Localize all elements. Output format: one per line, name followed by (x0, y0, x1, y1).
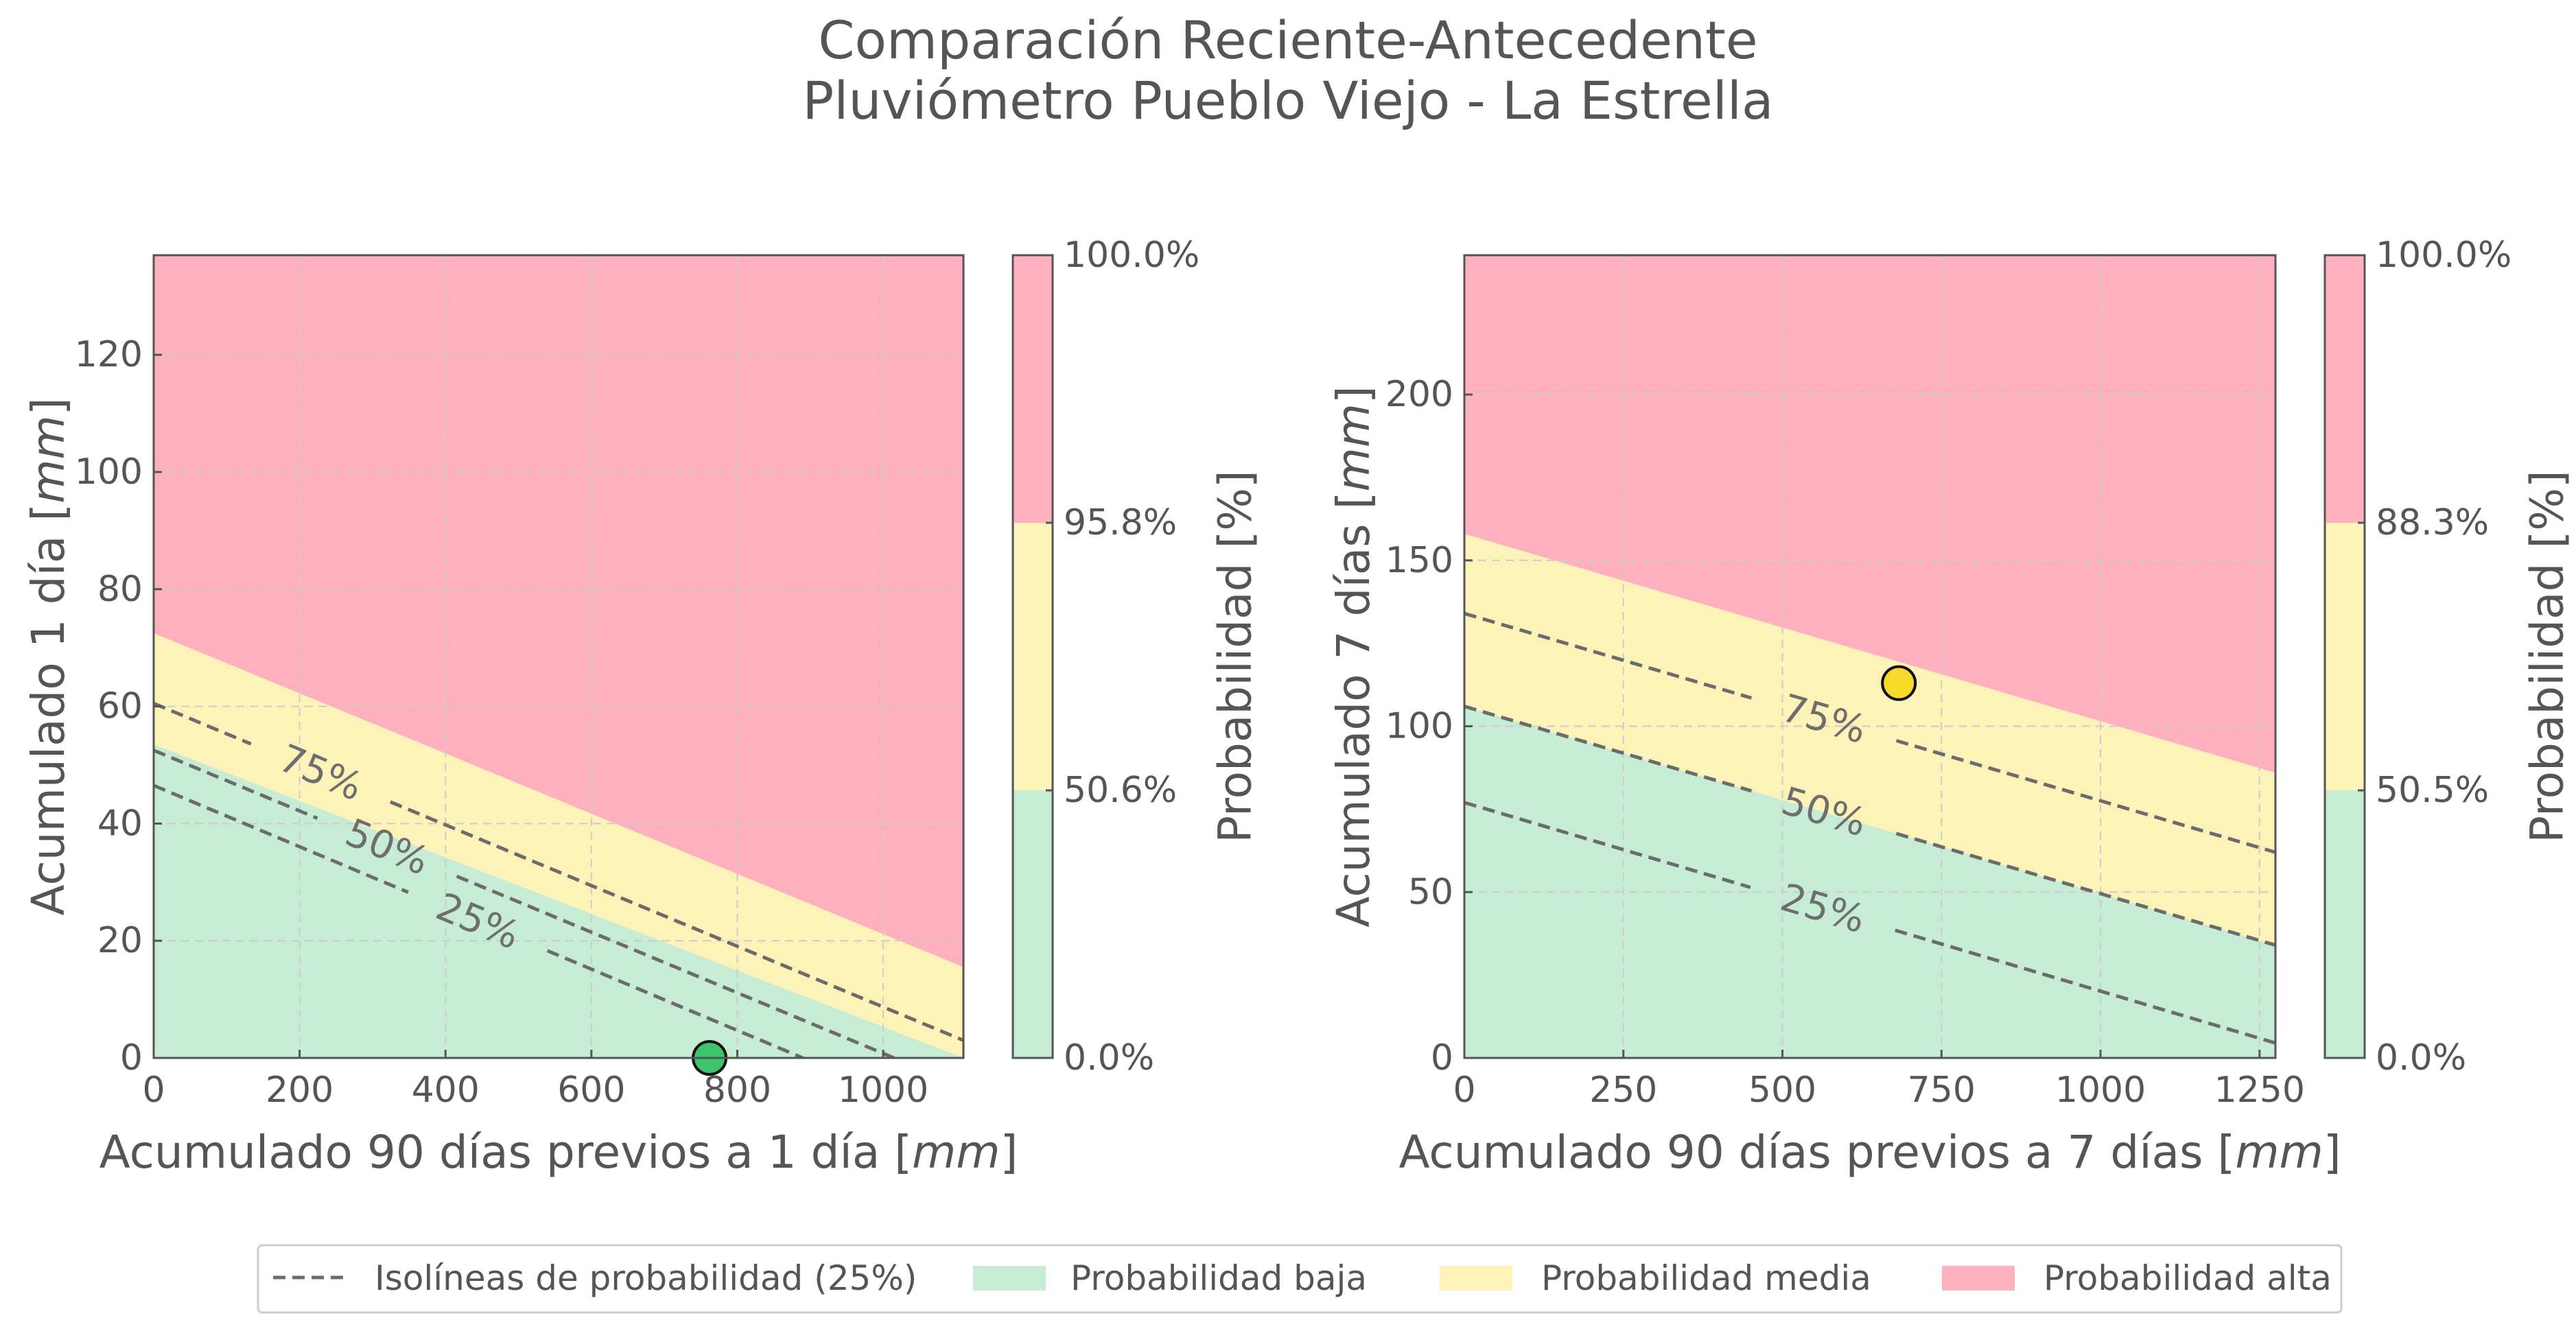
colorbar-tick-label: 100.0% (1064, 235, 1199, 276)
y-tick-label: 50 (1408, 871, 1453, 912)
x-tick-label: 250 (1589, 1070, 1657, 1111)
region-low (1464, 706, 2275, 1058)
legend-medium-label: Probabilidad media (1541, 1258, 1871, 1298)
x-tick-label: 1000 (838, 1070, 928, 1111)
current-point-marker (1881, 665, 1917, 701)
colorbar-medium (1013, 523, 1053, 790)
isoline-75-segment (389, 800, 963, 1042)
legend: Isolíneas de probabilidad (25%) Probabil… (257, 1244, 2343, 1314)
y-tick-label: 100 (75, 451, 143, 493)
colorbar-tick-label: 50.6% (1064, 770, 1177, 811)
colorbar-tick-label: 50.5% (2376, 770, 2489, 811)
figure-title-line1: Comparación Reciente-Antecedente (818, 10, 1758, 71)
y-tick-label: 100 (1385, 706, 1453, 747)
region-low (154, 744, 963, 1058)
colorbar-tick-label: 0.0% (2376, 1037, 2466, 1079)
colorbar-label: Probabilidad [%] (1209, 470, 1262, 843)
colorbar-tick-label: 100.0% (2376, 235, 2511, 276)
isoline-25-segment (1895, 928, 2275, 1045)
isoline-50-segment (1464, 705, 1753, 793)
x-axis-label: Acumulado 90 días previos a 7 días [mm] (1398, 1126, 2341, 1179)
chart-right: 25%50%75%0 250 500 750 1000 1250050100150200A… (1327, 235, 2574, 1179)
isoline-75-segment (1895, 739, 2275, 854)
chart-left: 25%50%75% 0 200 400 600 800 1000 0 20 40 60 80 100 12… (22, 235, 1262, 1179)
plot-frame (1463, 254, 2277, 1059)
y-tick-label: 80 (97, 569, 143, 610)
plot-area: 25%50%75% (154, 255, 963, 1058)
isoline-25-segment (1464, 801, 1751, 889)
legend-medium-swatch (1440, 1266, 1512, 1291)
figure-title: Comparación Reciente-Antecedente Pluvióm… (0, 10, 2576, 131)
y-tick-label: 40 (97, 803, 143, 844)
y-tick-label: 0 (1431, 1037, 1453, 1079)
legend-frame (257, 1244, 2343, 1314)
y-tick-label: 0 (120, 1037, 143, 1079)
x-tick-label: 600 (557, 1070, 625, 1111)
x-tick-label: 1250 (2214, 1070, 2305, 1111)
colorbar-label: Probabilidad [%] (2521, 470, 2574, 843)
isoline-25-segment (154, 784, 409, 894)
legend-low-label: Probabilidad baja (1070, 1258, 1367, 1298)
colorbar-frame (2323, 254, 2366, 1059)
legend-high-swatch (1942, 1266, 2015, 1291)
colorbar-high (2325, 255, 2365, 523)
y-tick-label: 60 (97, 686, 143, 727)
colorbar-frame (1011, 254, 1054, 1059)
isoline-50-segment (456, 874, 895, 1058)
x-axis-label: Acumulado 90 días previos a 1 día [mm] (99, 1126, 1018, 1179)
colorbar-low (1013, 790, 1053, 1058)
colorbar-tick-label: 0.0% (1064, 1037, 1154, 1079)
x-tick-label: 200 (266, 1070, 333, 1111)
colorbar-low (2325, 790, 2365, 1058)
legend-high-label: Probabilidad alta (2044, 1258, 2332, 1298)
isoline-50-segment (154, 749, 318, 821)
colorbar-medium (2325, 523, 2365, 790)
y-tick-label: 150 (1385, 540, 1453, 581)
y-tick-label: 20 (97, 920, 143, 961)
legend-isolines-label: Isolíneas de probabilidad (25%) (375, 1258, 917, 1298)
y-axis-label: Acumulado 7 días [mm] (1327, 386, 1380, 927)
y-tick-label: 120 (75, 334, 143, 375)
figure-title-line2: Pluviómetro Pueblo Viejo - La Estrella (802, 70, 1774, 131)
plot-frame (152, 254, 965, 1059)
x-tick-label: 0 (142, 1070, 165, 1111)
x-tick-label: 400 (412, 1070, 480, 1111)
x-tick-label: 750 (1908, 1070, 1976, 1111)
colorbar-tick-label: 88.3% (2376, 502, 2489, 543)
x-tick-label: 500 (1748, 1070, 1816, 1111)
y-axis-label: Acumulado 1 día [mm] (22, 398, 75, 916)
legend-low-swatch (973, 1266, 1046, 1291)
y-tick-label: 200 (1385, 374, 1453, 415)
x-tick-label: 1000 (2055, 1070, 2146, 1111)
isoline-75-segment (1464, 611, 1753, 700)
colorbar-high (1013, 255, 1053, 523)
plot-area: 25%50%75% (1464, 255, 2275, 1058)
isoline-75-segment (154, 702, 252, 746)
isoline-50-segment (1895, 832, 2275, 947)
x-tick-label: 800 (703, 1070, 771, 1111)
colorbar-tick-label: 95.8% (1064, 502, 1177, 543)
isoline-25-segment (546, 949, 804, 1058)
x-tick-label: 0 (1453, 1070, 1475, 1111)
